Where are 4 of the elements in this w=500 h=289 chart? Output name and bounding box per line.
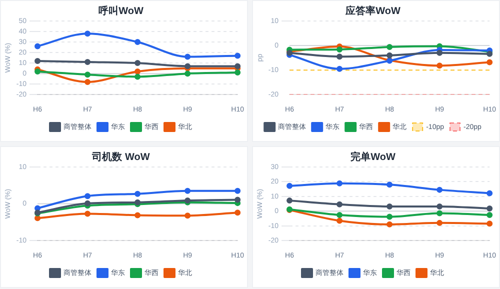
chart-title: 完单WoW [350,150,396,163]
chart-title: 呼叫WoW [98,4,144,17]
chart-title: 司机数 WoW [91,150,150,163]
chart-title: 应答率WoW [344,4,401,17]
